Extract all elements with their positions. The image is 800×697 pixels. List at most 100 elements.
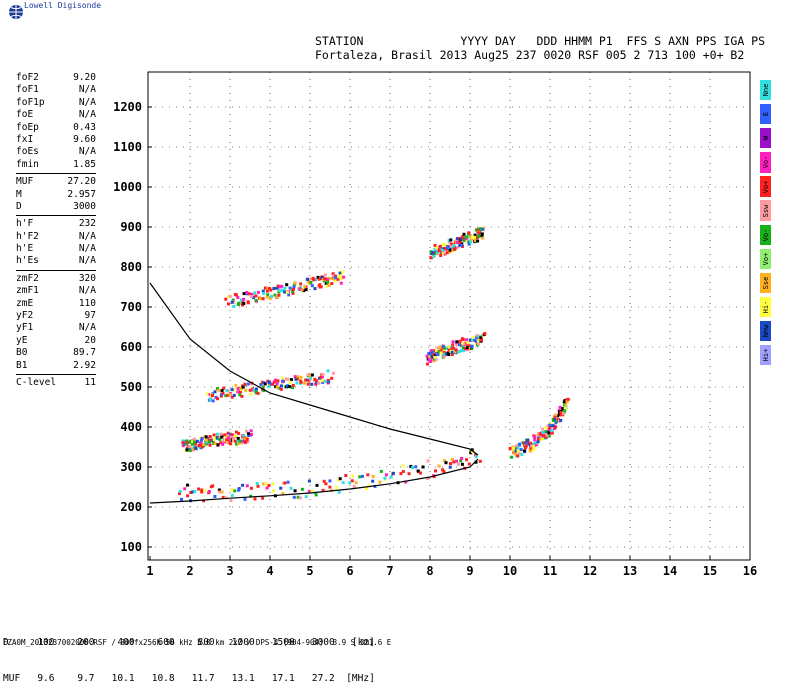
param-label: B1 (16, 359, 28, 371)
x-tick-label: 10 (503, 564, 517, 578)
echo-pixel (432, 475, 436, 479)
echo-pixel (291, 291, 295, 295)
echo-pixel (184, 442, 188, 446)
echo-pixel (266, 293, 270, 297)
x-tick-label: 8 (426, 564, 433, 578)
echo-pixel (478, 227, 482, 231)
echo-pixel (514, 452, 518, 456)
param-row: yE 20 (16, 335, 96, 347)
echo-pixel (207, 437, 211, 441)
echo-pixel (448, 248, 452, 252)
muf-table-muf-row: MUF 9.6 9.7 10.1 10.8 11.7 13.1 17.1 27.… (3, 673, 375, 685)
echo-pixel (547, 428, 551, 431)
echo-pixel (532, 444, 536, 448)
echo-pixel (446, 246, 450, 250)
echo-pixel (246, 301, 250, 305)
param-value: 2.957 (67, 188, 96, 200)
echo-pixel (547, 434, 551, 438)
echo-pixel (242, 297, 246, 301)
echo-pixel (218, 438, 222, 441)
param-row: C-level 11 (16, 377, 96, 389)
param-row: foEs N/A (16, 146, 96, 158)
echo-pixel (230, 395, 234, 399)
echo-pixel (474, 339, 478, 343)
echo-pixel (556, 416, 560, 420)
echo-pixel (238, 439, 242, 443)
echo-pixel (213, 390, 217, 394)
echo-pixel (303, 285, 307, 289)
echo-pixel (234, 430, 238, 434)
echo-pixel (313, 287, 317, 291)
echo-pixel (391, 471, 395, 475)
echo-pixel (444, 243, 448, 247)
param-row: B1 2.92 (16, 360, 96, 372)
echo-pixel (544, 435, 548, 439)
echo-pixel (454, 348, 458, 352)
echo-pixel (211, 484, 215, 488)
echo-pixel (447, 239, 451, 243)
echo-pixel (350, 479, 354, 483)
echo-pixel (428, 355, 432, 359)
param-value: N/A (78, 255, 96, 267)
echo-pixel (185, 448, 189, 452)
echo-pixel (254, 294, 258, 298)
legend-swatch: Sse (760, 272, 771, 294)
echo-pixel (541, 427, 545, 431)
echo-pixel (320, 276, 324, 280)
echo-pixel (320, 379, 324, 383)
echo-pixel (550, 429, 554, 433)
echo-pixel (348, 481, 352, 485)
echo-pixel (465, 346, 469, 350)
x-tick-label: 1 (146, 564, 153, 578)
echo-pixel (318, 285, 322, 289)
echo-pixel (480, 234, 484, 238)
echo-pixel (554, 413, 558, 417)
echo-pixel (466, 343, 470, 347)
echo-pixel (529, 447, 533, 451)
echo-pixel (526, 438, 530, 442)
echo-pixel (443, 346, 447, 350)
echo-pixel (215, 387, 219, 391)
echo-pixel (294, 377, 298, 381)
echo-pixel (221, 391, 225, 395)
echo-pixel (249, 494, 253, 498)
echo-pixel (536, 440, 540, 444)
echo-pixel (443, 251, 447, 255)
param-label: B0 (16, 347, 28, 359)
echo-pixel (545, 433, 549, 437)
file-info-footer: FZA0M_2013237002000.RSF / 300fx256h 50 k… (3, 638, 392, 647)
echo-pixel (433, 247, 437, 251)
echo-pixel (437, 248, 441, 252)
echo-pixel (181, 444, 185, 448)
echo-pixel (268, 287, 272, 290)
echo-pixel (178, 490, 182, 493)
echo-pixel (249, 392, 253, 396)
echo-pixel (272, 489, 275, 493)
echo-pixel (303, 381, 307, 385)
param-label: foF1p (16, 96, 45, 108)
echo-pixel (516, 454, 520, 458)
echo-pixel (465, 240, 469, 244)
param-value: N/A (78, 243, 96, 255)
echo-pixel (292, 287, 295, 291)
echo-pixel (233, 439, 237, 443)
param-value: 9.60 (73, 133, 96, 145)
echo-pixel (468, 338, 472, 342)
echo-pixel (330, 376, 334, 380)
echo-pixel (226, 393, 230, 397)
echo-pixel (480, 338, 484, 342)
echo-pixel (433, 250, 437, 253)
param-row: h'F2 N/A (16, 231, 96, 243)
echo-pixel (188, 445, 192, 448)
echo-pixel (373, 484, 377, 488)
echo-pixel (541, 430, 545, 434)
echo-pixel (202, 443, 206, 447)
echo-pixel (207, 441, 211, 445)
legend-swatch: Vo+ (760, 176, 771, 197)
echo-pixel (442, 355, 446, 359)
ionogram-chart: 1 2 3 4 5 6 7 8 9 10 11 12 13 14 15 1610020030040050060… (113, 71, 757, 578)
param-label: yF2 (16, 310, 34, 322)
echo-pixel (281, 288, 285, 292)
echo-pixel (458, 343, 461, 347)
echo-pixel (256, 290, 260, 294)
